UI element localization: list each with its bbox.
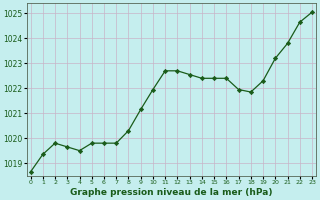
X-axis label: Graphe pression niveau de la mer (hPa): Graphe pression niveau de la mer (hPa) bbox=[70, 188, 273, 197]
